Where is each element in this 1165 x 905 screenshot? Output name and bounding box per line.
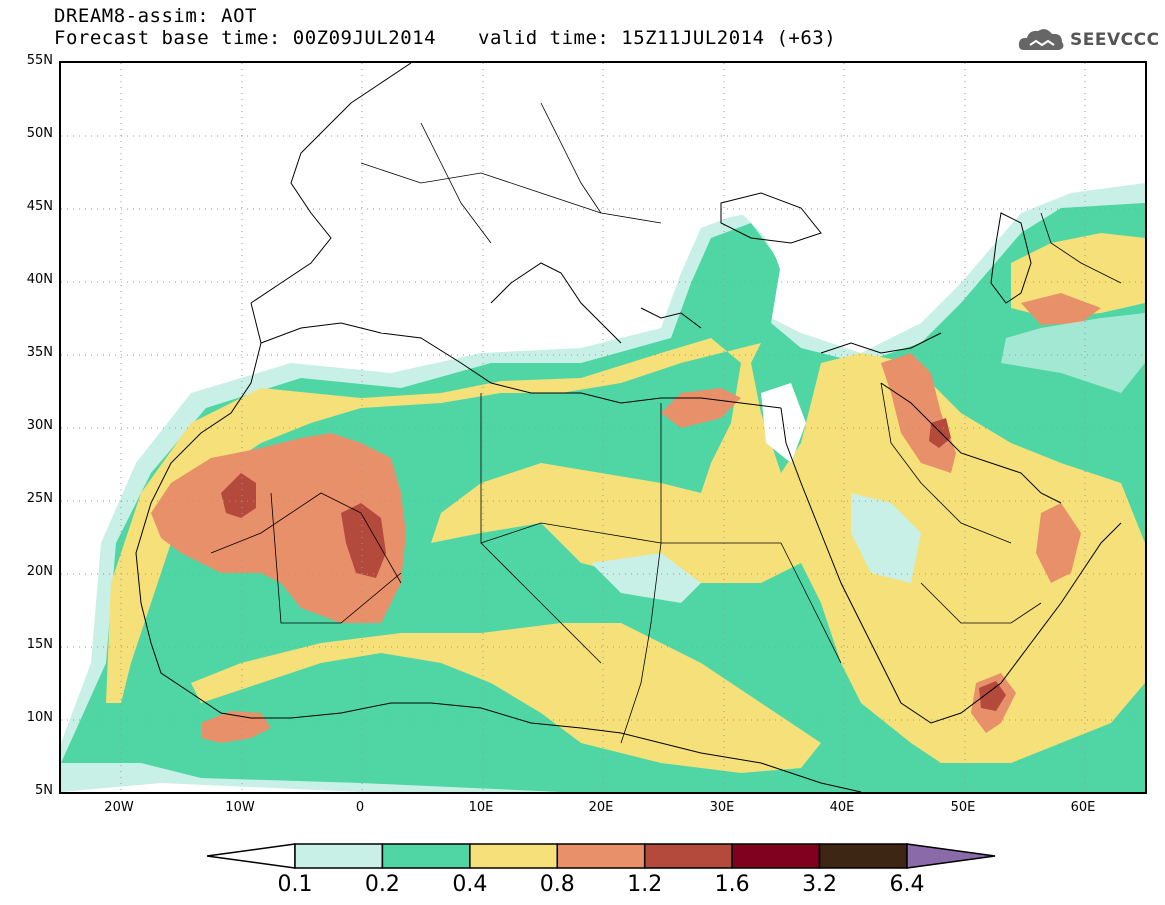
lat-label: 30N [26, 418, 53, 433]
lat-label: 55N [26, 53, 53, 68]
colorbar-under-triangle [206, 843, 296, 869]
colorbar [206, 843, 996, 869]
lat-label: 20N [26, 564, 53, 579]
map-area [59, 61, 1147, 794]
colorbar-swatch [731, 843, 821, 869]
lon-label: 40E [829, 800, 855, 815]
lat-label: 45N [26, 199, 53, 214]
lon-label: 60E [1070, 800, 1096, 815]
colorbar-swatch [381, 843, 471, 869]
lat-label: 40N [26, 272, 53, 287]
lon-label: 30E [709, 800, 735, 815]
logo-text: SEEVCCC [1070, 30, 1160, 50]
lon-label: 10E [468, 800, 494, 815]
lat-label: 50N [26, 126, 53, 141]
colorbar-swatch [818, 843, 908, 869]
colorbar-swatch [469, 843, 559, 869]
colorbar-level-label: 0.1 [277, 872, 313, 897]
colorbar-swatch [643, 843, 733, 869]
colorbar-swatch [556, 843, 646, 869]
cloud-icon [1018, 29, 1064, 50]
lon-label: 50E [950, 800, 976, 815]
colorbar-level-label: 3.2 [802, 872, 838, 897]
lat-label: 35N [26, 345, 53, 360]
lat-label: 5N [35, 783, 53, 798]
lon-label: 0 [355, 800, 365, 815]
valid-time: valid time: 15Z11JUL2014 (+63) [478, 27, 837, 49]
lon-label: 20E [588, 800, 614, 815]
colorbar-level-label: 0.4 [452, 872, 488, 897]
colorbar-level-label: 6.4 [889, 872, 925, 897]
country-borders [210, 102, 1122, 744]
lon-label: 10W [225, 800, 255, 815]
map-title: DREAM8-assim: AOT [54, 5, 257, 27]
lat-label: 10N [26, 710, 53, 725]
lon-label: 20W [104, 800, 134, 815]
lat-label: 15N [26, 637, 53, 652]
colorbar-level-label: 1.6 [714, 872, 750, 897]
colorbar-level-label: 0.2 [364, 872, 400, 897]
colorbar-level-label: 1.2 [627, 872, 663, 897]
forecast-base-time: Forecast base time: 00Z09JUL2014 [54, 27, 437, 49]
grid-lines [61, 63, 1145, 792]
colorbar-swatch [294, 843, 384, 869]
lat-label: 25N [26, 491, 53, 506]
colorbar-level-label: 0.8 [539, 872, 575, 897]
colorbar-over-triangle [906, 843, 996, 869]
coastlines [135, 63, 1122, 792]
